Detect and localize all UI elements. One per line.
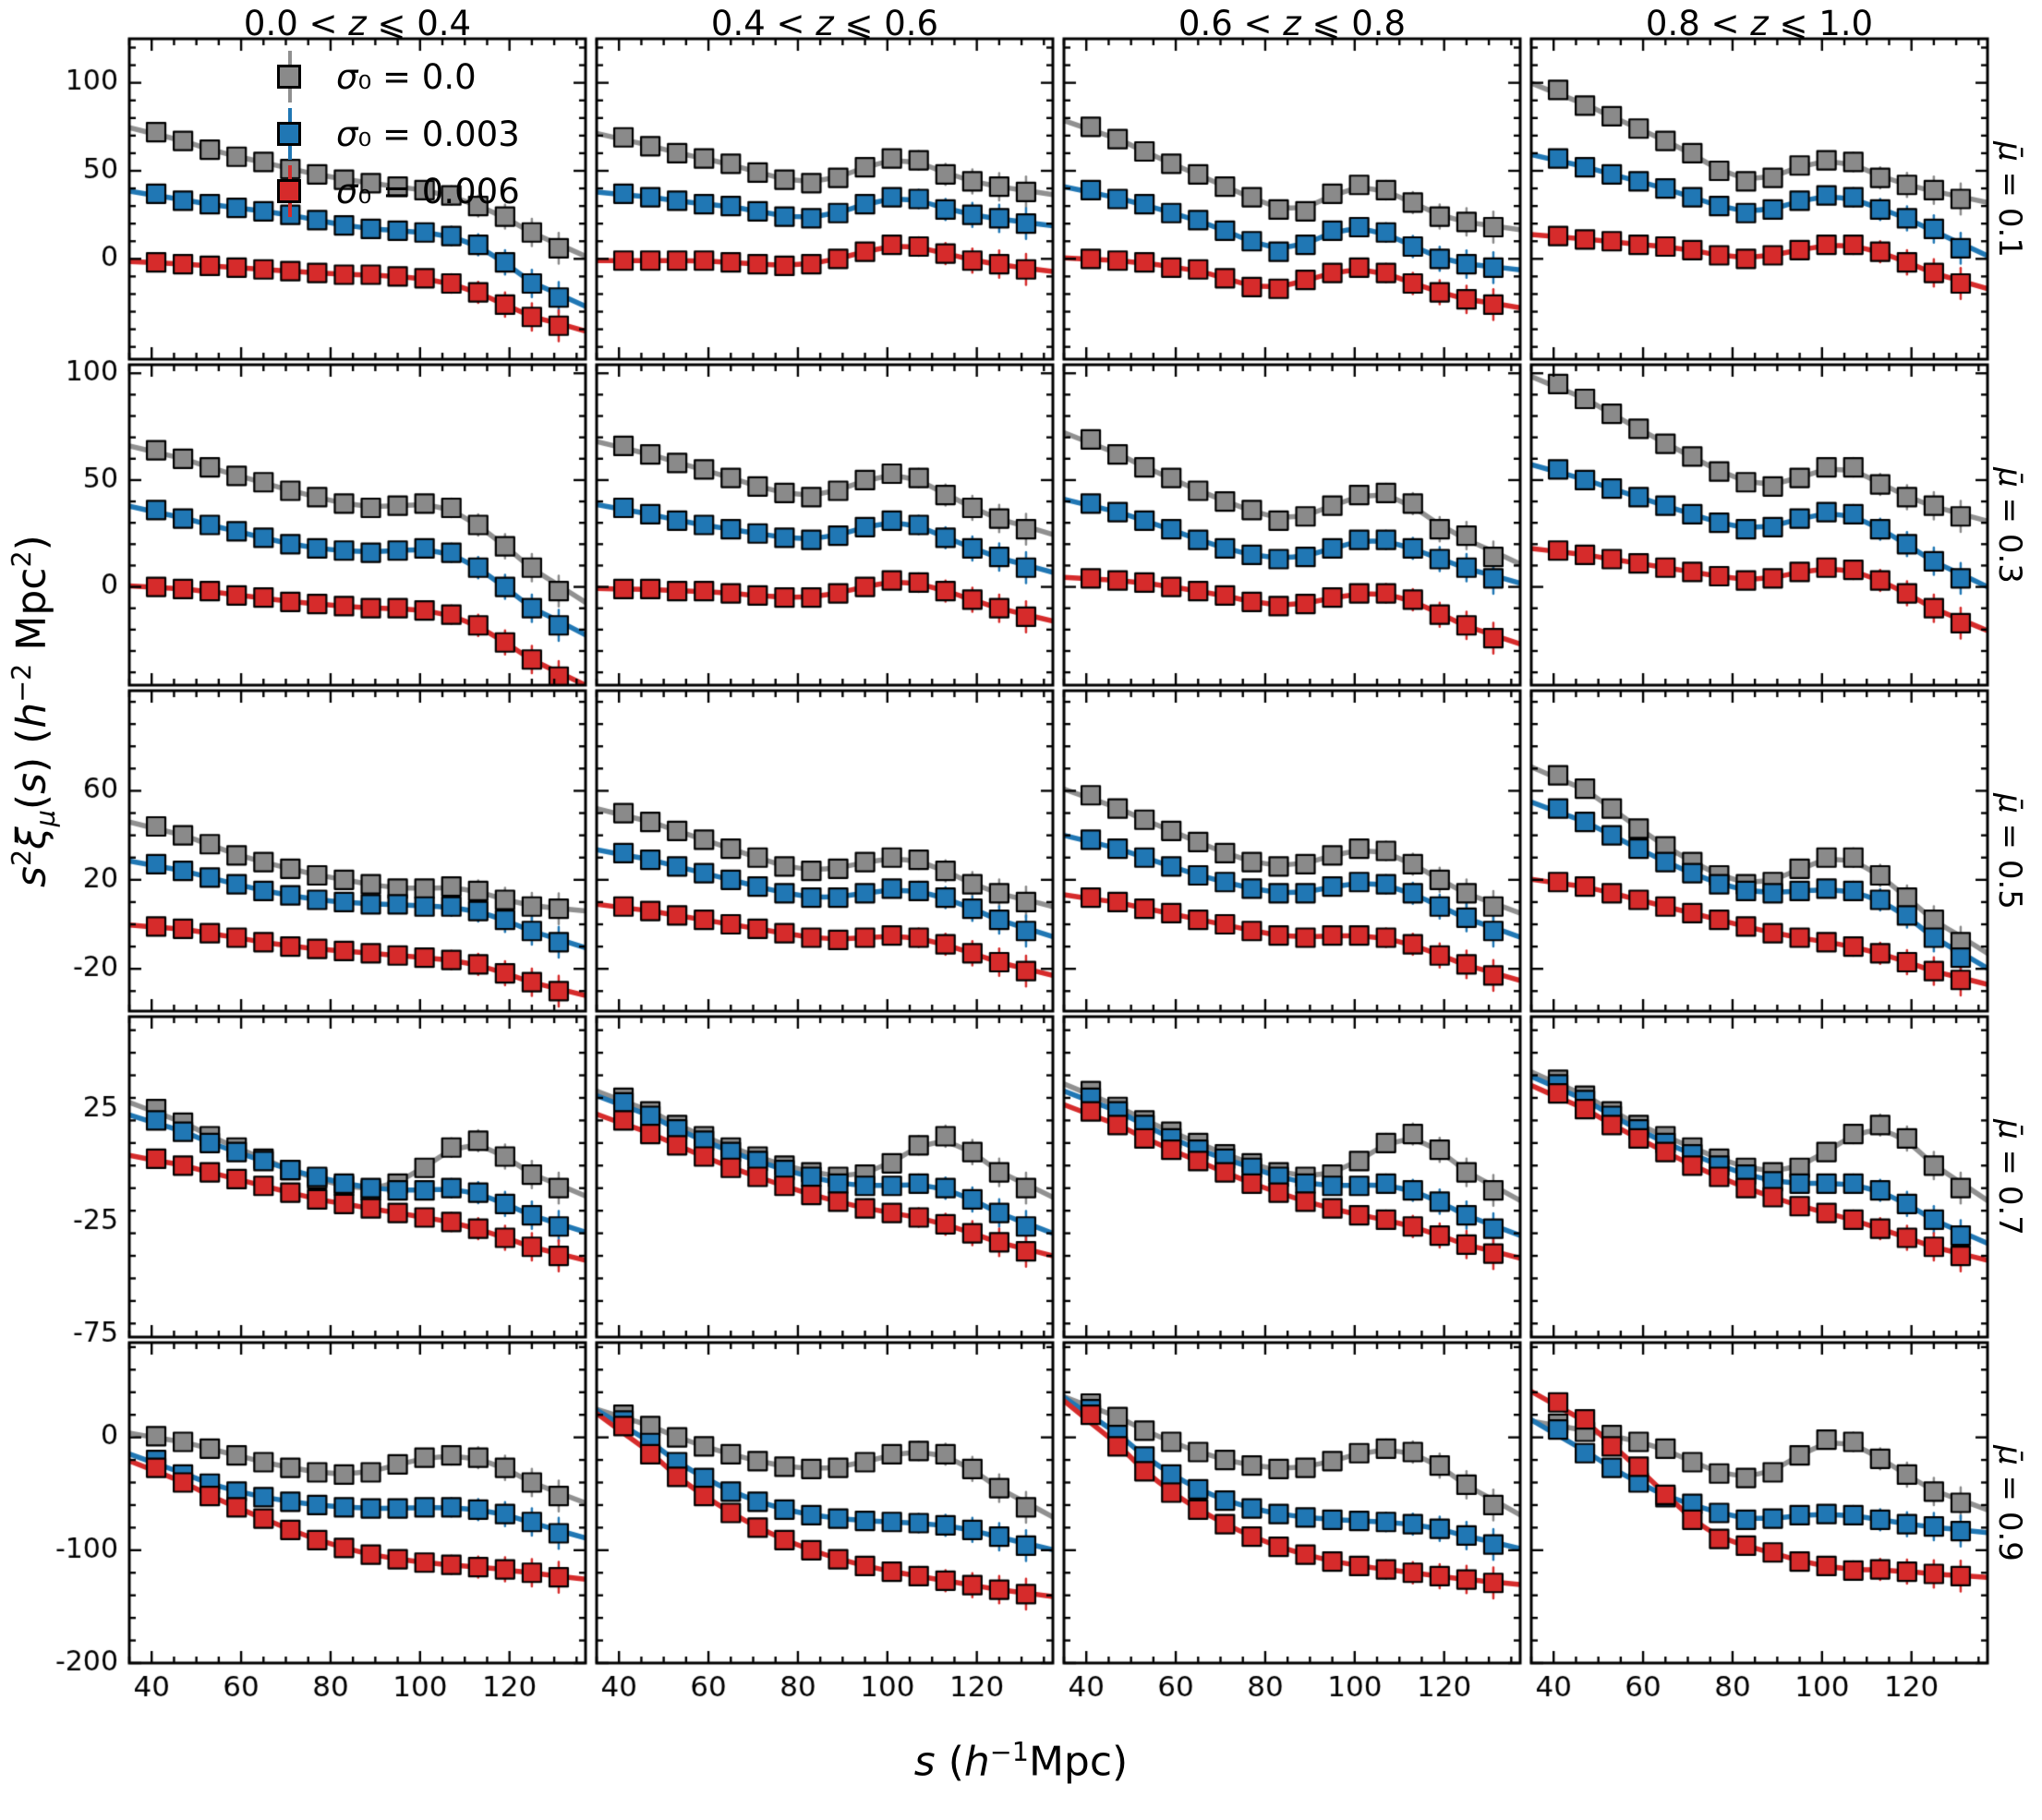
- row-label-mu3: μ̄ = 0.5: [1991, 792, 2029, 910]
- legend-entry-sigma003: σ₀ = 0.003: [277, 105, 520, 163]
- row-label-mu1: μ̄ = 0.1: [1991, 140, 2029, 258]
- row-label-mu5: μ̄ = 0.9: [1991, 1444, 2029, 1561]
- legend-label: σ₀ = 0.0: [336, 56, 477, 97]
- legend-marker-gray-icon: [277, 49, 303, 104]
- x-axis-label: s (h−1Mpc): [913, 1736, 1129, 1786]
- row-label-mu2: μ̄ = 0.3: [1991, 466, 2029, 584]
- row-label-mu4: μ̄ = 0.7: [1991, 1118, 2029, 1235]
- column-title-z4: 0.8 < z ⩽ 1.0: [1645, 4, 1874, 43]
- legend-marker-red-icon: [277, 163, 303, 219]
- legend-label: σ₀ = 0.006: [336, 171, 520, 211]
- column-title-z1: 0.0 < z ⩽ 0.4: [243, 4, 472, 43]
- legend-marker-blue-icon: [277, 106, 303, 162]
- y-axis-label: s2ξμ(s) (h−2 Mpc2): [6, 535, 61, 887]
- legend: σ₀ = 0.0 σ₀ = 0.003 σ₀ = 0.006: [277, 48, 520, 220]
- legend-label: σ₀ = 0.003: [336, 114, 520, 154]
- legend-entry-sigma0: σ₀ = 0.0: [277, 48, 520, 105]
- legend-entry-sigma006: σ₀ = 0.006: [277, 163, 520, 220]
- column-title-z2: 0.4 < z ⩽ 0.6: [710, 4, 939, 43]
- column-title-z3: 0.6 < z ⩽ 0.8: [1178, 4, 1407, 43]
